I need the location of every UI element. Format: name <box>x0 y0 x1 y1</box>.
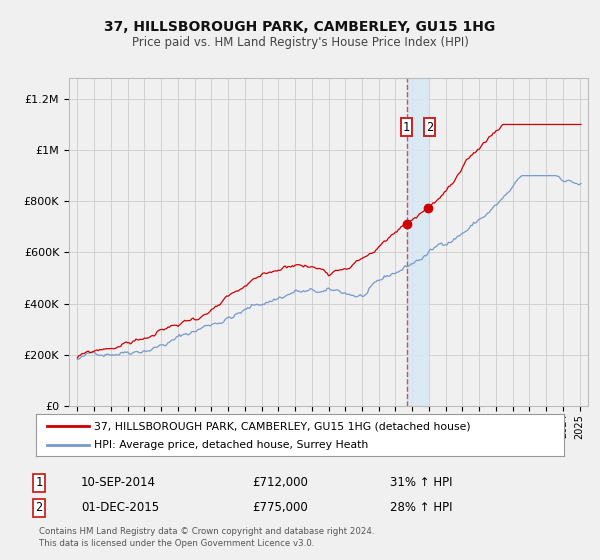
Text: 2: 2 <box>35 501 43 515</box>
Text: £775,000: £775,000 <box>252 501 308 515</box>
Text: 01-DEC-2015: 01-DEC-2015 <box>81 501 159 515</box>
Bar <box>407 78 428 406</box>
Text: 37, HILLSBOROUGH PARK, CAMBERLEY, GU15 1HG: 37, HILLSBOROUGH PARK, CAMBERLEY, GU15 1… <box>104 20 496 34</box>
Text: 28% ↑ HPI: 28% ↑ HPI <box>390 501 452 515</box>
Text: 2: 2 <box>426 120 433 133</box>
Text: 1: 1 <box>35 476 43 489</box>
Text: Contains HM Land Registry data © Crown copyright and database right 2024.
This d: Contains HM Land Registry data © Crown c… <box>39 527 374 548</box>
Text: 31% ↑ HPI: 31% ↑ HPI <box>390 476 452 489</box>
Text: Price paid vs. HM Land Registry's House Price Index (HPI): Price paid vs. HM Land Registry's House … <box>131 36 469 49</box>
Text: £712,000: £712,000 <box>252 476 308 489</box>
Text: 10-SEP-2014: 10-SEP-2014 <box>81 476 156 489</box>
Text: 37, HILLSBOROUGH PARK, CAMBERLEY, GU15 1HG (detached house): 37, HILLSBOROUGH PARK, CAMBERLEY, GU15 1… <box>94 421 471 431</box>
Text: HPI: Average price, detached house, Surrey Heath: HPI: Average price, detached house, Surr… <box>94 440 368 450</box>
Text: 1: 1 <box>403 120 410 133</box>
